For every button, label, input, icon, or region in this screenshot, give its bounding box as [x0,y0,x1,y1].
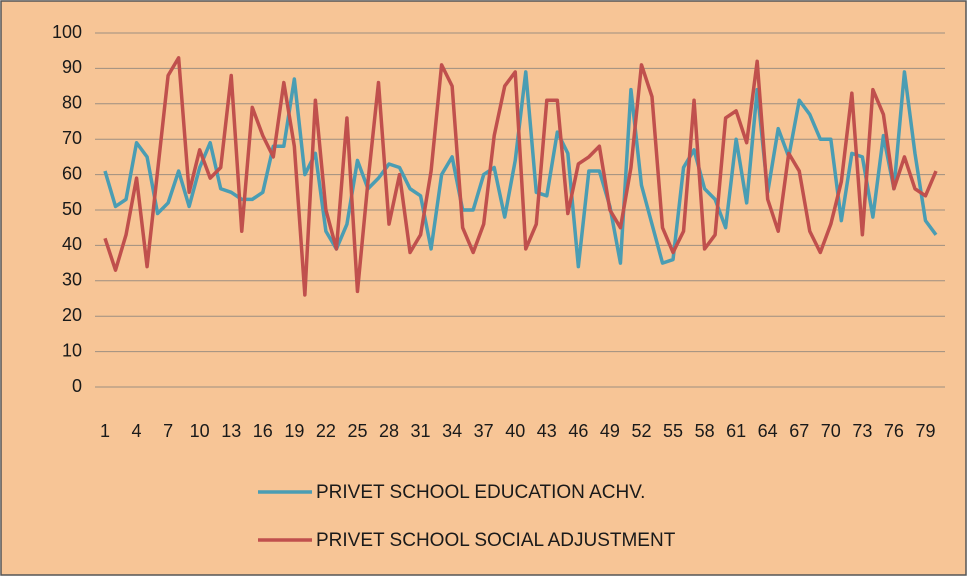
x-tick-label: 37 [474,421,494,441]
x-tick-label: 79 [915,421,935,441]
x-tick-label: 49 [600,421,620,441]
y-tick-label: 60 [62,163,82,183]
y-tick-label: 0 [72,376,82,396]
x-tick-label: 61 [726,421,746,441]
y-tick-label: 50 [62,199,82,219]
x-tick-label: 46 [568,421,588,441]
x-tick-label: 4 [132,421,142,441]
x-tick-label: 55 [663,421,683,441]
x-tick-label: 70 [821,421,841,441]
y-tick-label: 30 [62,270,82,290]
x-tick-label: 76 [884,421,904,441]
x-tick-label: 31 [411,421,431,441]
x-tick-label: 25 [347,421,367,441]
axis-labels: 0 10 20 30 40 50 60 70 80 90 100 1 4 7 10 13 16 19 22 25 28 3… [52,22,936,441]
x-tick-label: 52 [631,421,651,441]
x-tick-label: 67 [789,421,809,441]
x-tick-label: 73 [852,421,872,441]
y-tick-label: 80 [62,93,82,113]
x-tick-label: 40 [505,421,525,441]
x-tick-label: 16 [253,421,273,441]
y-tick-label: 90 [62,57,82,77]
x-tick-label: 43 [537,421,557,441]
x-tick-label: 10 [190,421,210,441]
y-tick-label: 40 [62,234,82,254]
y-tick-label: 70 [62,128,82,148]
legend-label: PRIVET SCHOOL EDUCATION ACHV. [316,482,645,503]
x-tick-label: 58 [695,421,715,441]
x-tick-label: 1 [100,421,110,441]
x-tick-label: 28 [379,421,399,441]
grid [95,32,945,388]
plot [103,56,938,297]
x-tick-label: 7 [163,421,173,441]
y-tick-label: 20 [62,305,82,325]
y-tick-label: 10 [62,340,82,360]
series-line [103,56,938,297]
y-tick-label: 100 [52,22,82,42]
x-tick-label: 13 [221,421,241,441]
x-tick-label: 19 [284,421,304,441]
x-tick-label: 64 [758,421,778,441]
x-tick-label: 34 [442,421,462,441]
x-tick-label: 22 [316,421,336,441]
legend: PRIVET SCHOOL EDUCATION ACHV. PRIVET SCHO… [258,482,676,551]
legend-label: PRIVET SCHOOL SOCIAL ADJUSTMENT [316,530,676,551]
